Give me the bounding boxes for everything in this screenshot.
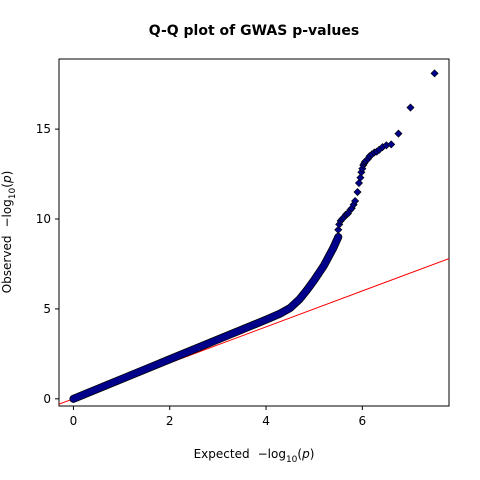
x-axis-label-neg: −log [258, 447, 286, 461]
data-point [406, 103, 415, 112]
data-point [430, 69, 439, 78]
data-point [334, 225, 343, 234]
y-axis-label-neg: −log [0, 199, 14, 227]
y-axis-label-open: ( [0, 183, 14, 188]
y-axis-label-subscript: 10 [8, 187, 18, 199]
x-axis-label-prefix: Expected [194, 447, 250, 461]
data-point [353, 188, 362, 197]
x-tick-label: 6 [359, 414, 367, 428]
plot-frame [58, 58, 450, 407]
data-point [394, 129, 403, 138]
x-axis-label-var: p [301, 447, 310, 461]
x-tick-label: 0 [70, 414, 78, 428]
y-axis-label: Observed −log10(p) [0, 171, 18, 294]
y-axis-label-close: ) [0, 171, 14, 176]
x-tick-label: 4 [262, 414, 270, 428]
y-axis-label-prefix: Observed [0, 236, 14, 294]
y-axis-label-var: p [0, 175, 14, 184]
x-axis-label-open: ( [297, 447, 302, 461]
dense-points-band [70, 233, 342, 403]
data-point [351, 197, 360, 206]
x-tick-label: 2 [166, 414, 174, 428]
data-point [387, 140, 396, 149]
x-axis-label-close: ) [310, 447, 315, 461]
data-point [354, 179, 363, 188]
chart-title: Q-Q plot of GWAS p-values [149, 23, 359, 39]
x-axis-label: Expected −log10(p) [194, 447, 315, 465]
data-point [356, 173, 365, 182]
x-axis-label-subscript: 10 [286, 455, 298, 465]
y-tick-label: 0 [43, 392, 51, 406]
y-tick-label: 15 [36, 122, 51, 136]
dense-points-outline [69, 232, 343, 403]
y-tick-label: 5 [43, 302, 51, 316]
y-tick-label: 10 [36, 212, 51, 226]
